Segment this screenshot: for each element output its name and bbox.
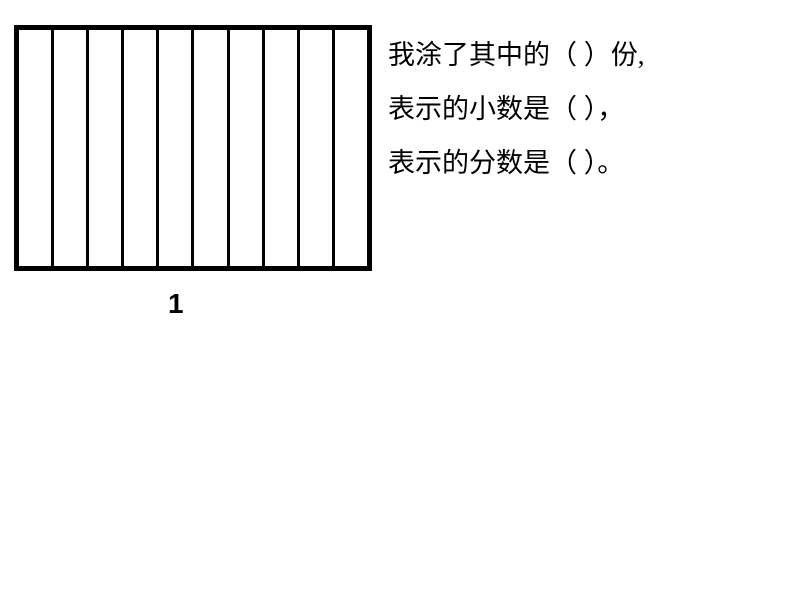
grid-cell [159,30,194,266]
question-text-block: 我涂了其中的（ ）份, 表示的小数是（ ）， 表示的分数是（ ）。 [388,28,645,190]
grid-cell [335,30,367,266]
grid-cell [194,30,229,266]
grid-cell [300,30,335,266]
question-line: 表示的小数是（ ）， [388,82,645,136]
grid-cell [230,30,265,266]
page-container: 1 我涂了其中的（ ）份, 表示的小数是（ ）， 表示的分数是（ ）。 [0,0,794,596]
division-grid [14,25,372,271]
grid-cell [19,30,54,266]
question-line: 我涂了其中的（ ）份, [388,28,645,82]
grid-cell [265,30,300,266]
grid-cell [124,30,159,266]
grid-cell [89,30,124,266]
question-line: 表示的分数是（ ）。 [388,136,645,190]
grid-cell [54,30,89,266]
grid-label: 1 [168,288,184,320]
